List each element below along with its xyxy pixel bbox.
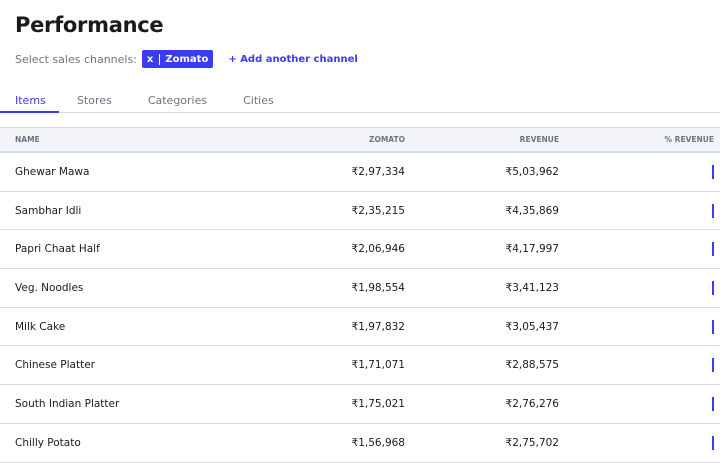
- tab-cities[interactable]: Cities: [243, 94, 274, 107]
- revenue-value: ₹5,03,962: [505, 165, 559, 178]
- revenue-share-bar: [712, 280, 714, 295]
- item-name: Veg. Noodles: [15, 281, 84, 294]
- channel-chip-zomato: x Zomato: [141, 50, 214, 68]
- tab-items[interactable]: Items: [0, 88, 59, 113]
- table-row[interactable]: Ghewar Mawa ₹2,97,334 ₹5,03,962: [0, 153, 720, 192]
- item-name: Papri Chaat Half: [15, 243, 100, 256]
- table-row[interactable]: Chinese Platter ₹1,71,071 ₹2,88,575: [0, 346, 720, 386]
- tab-stores[interactable]: Stores: [77, 94, 112, 107]
- revenue-value: ₹4,35,869: [505, 204, 559, 217]
- item-name: South Indian Platter: [15, 397, 120, 410]
- items-table: NAME ZOMATO REVENUE % REVENUE Ghewar Maw…: [0, 127, 720, 463]
- col-pct-revenue[interactable]: % REVENUE: [664, 135, 714, 144]
- zomato-value: ₹2,97,334: [351, 165, 405, 178]
- revenue-share-bar: [712, 358, 714, 373]
- revenue-value: ₹2,88,575: [505, 359, 559, 372]
- tabs: Items Stores Categories Cities: [0, 88, 720, 113]
- add-channel-link[interactable]: + Add another channel: [228, 53, 358, 65]
- table-row[interactable]: South Indian Platter ₹1,75,021 ₹2,76,276: [0, 385, 720, 424]
- revenue-value: ₹2,76,276: [505, 397, 559, 410]
- table-header: NAME ZOMATO REVENUE % REVENUE: [0, 127, 720, 153]
- zomato-value: ₹1,98,554: [351, 281, 405, 294]
- revenue-share-bar: [712, 203, 714, 218]
- channel-label: Select sales channels:: [15, 52, 137, 66]
- table-row[interactable]: Papri Chaat Half ₹2,06,946 ₹4,17,997: [0, 230, 720, 270]
- sales-channel-selector: Select sales channels: x Zomato + Add an…: [15, 50, 358, 68]
- item-name: Chinese Platter: [15, 359, 95, 372]
- col-zomato[interactable]: ZOMATO: [369, 135, 405, 144]
- page-title: Performance: [15, 13, 164, 37]
- revenue-share-bar: [712, 319, 714, 334]
- zomato-value: ₹1,97,832: [351, 320, 405, 333]
- col-name[interactable]: NAME: [15, 135, 40, 144]
- item-name: Ghewar Mawa: [15, 165, 90, 178]
- revenue-share-bar: [712, 435, 714, 450]
- table-row[interactable]: Chilly Potato ₹1,56,968 ₹2,75,702: [0, 424, 720, 463]
- item-name: Milk Cake: [15, 320, 66, 333]
- table-row[interactable]: Milk Cake ₹1,97,832 ₹3,05,437: [0, 308, 720, 347]
- table-row[interactable]: Sambhar Idli ₹2,35,215 ₹4,35,869: [0, 192, 720, 231]
- table-row[interactable]: Veg. Noodles ₹1,98,554 ₹3,41,123: [0, 269, 720, 308]
- item-name: Sambhar Idli: [15, 204, 82, 217]
- col-revenue[interactable]: REVENUE: [519, 135, 559, 144]
- zomato-value: ₹1,75,021: [351, 397, 405, 410]
- revenue-share-bar: [712, 396, 714, 411]
- item-name: Chilly Potato: [15, 436, 81, 449]
- revenue-share-bar: [712, 242, 714, 257]
- zomato-value: ₹2,06,946: [351, 243, 405, 256]
- remove-channel-button[interactable]: x: [147, 53, 161, 65]
- revenue-value: ₹3,41,123: [505, 281, 559, 294]
- revenue-value: ₹3,05,437: [505, 320, 559, 333]
- zomato-value: ₹1,71,071: [351, 359, 405, 372]
- tab-categories[interactable]: Categories: [147, 94, 208, 107]
- revenue-value: ₹2,75,702: [505, 436, 559, 449]
- revenue-share-bar: [712, 164, 714, 179]
- zomato-value: ₹1,56,968: [351, 436, 405, 449]
- revenue-value: ₹4,17,997: [505, 243, 559, 256]
- zomato-value: ₹2,35,215: [351, 204, 405, 217]
- channel-name: Zomato: [165, 53, 209, 65]
